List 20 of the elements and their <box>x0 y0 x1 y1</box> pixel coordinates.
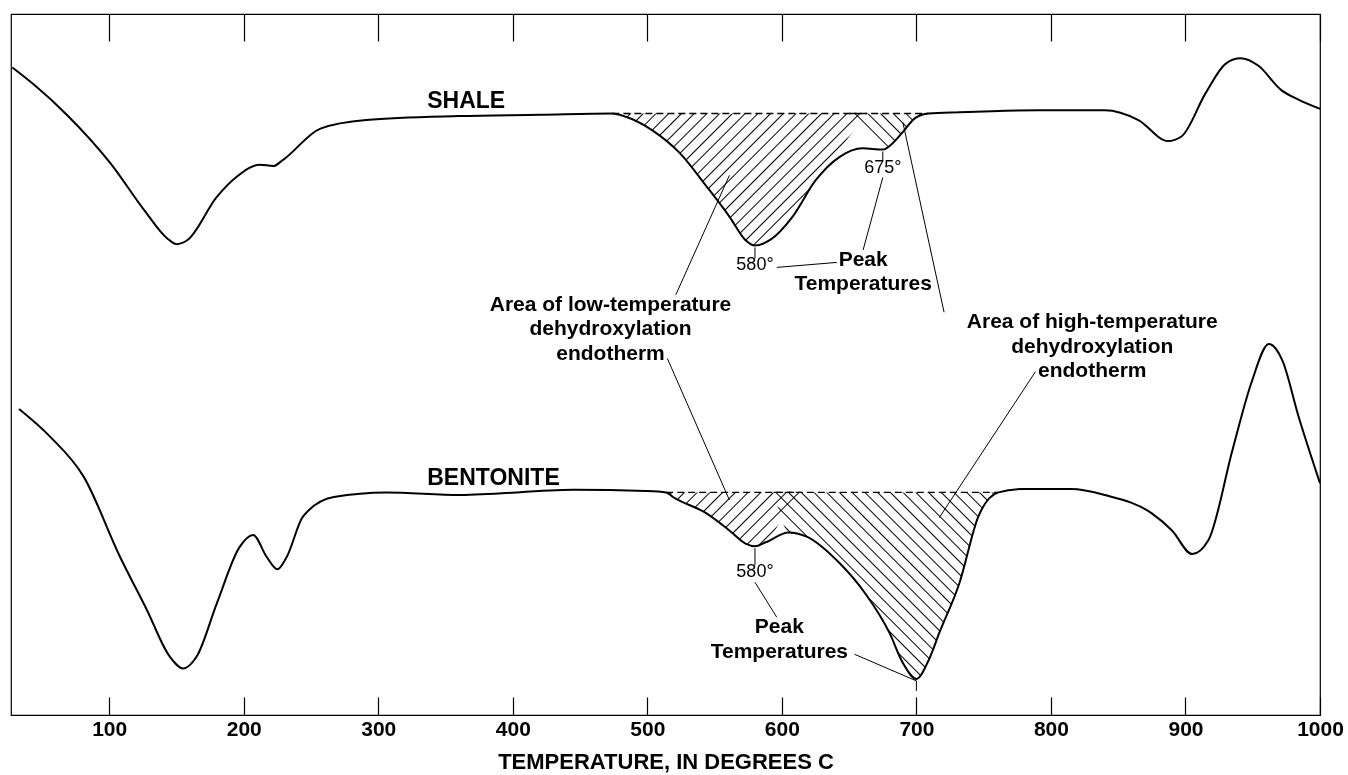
x-tick-label: 600 <box>764 716 800 740</box>
x-tick-label: 200 <box>226 716 262 740</box>
x-axis-title: TEMPERATURE, IN DEGREES C <box>498 748 834 774</box>
x-tick-label: 400 <box>495 716 531 740</box>
annotation: 675° <box>864 156 902 177</box>
x-tick-label: 1000 <box>1297 716 1344 740</box>
x-tick-label: 100 <box>92 716 128 740</box>
annotation: 580° <box>736 561 774 582</box>
annotation: Area of low-temperature dehydroxylation endotherm <box>489 291 732 364</box>
annotation: Peak Temperatures <box>794 246 932 295</box>
annotation: 580° <box>736 254 774 275</box>
x-tick-label: 900 <box>1168 716 1204 740</box>
series-label: BENTONITE <box>427 463 560 490</box>
x-tick-label: 300 <box>361 716 397 740</box>
x-tick-label: 800 <box>1033 716 1069 740</box>
annotation: Peak Temperatures <box>710 614 849 662</box>
annotation: Area of high-temperature dehydroxylation endotherm <box>966 309 1218 382</box>
x-tick-label: 500 <box>630 716 666 740</box>
x-tick-label: 700 <box>899 716 935 740</box>
series-label: SHALE <box>427 87 506 114</box>
